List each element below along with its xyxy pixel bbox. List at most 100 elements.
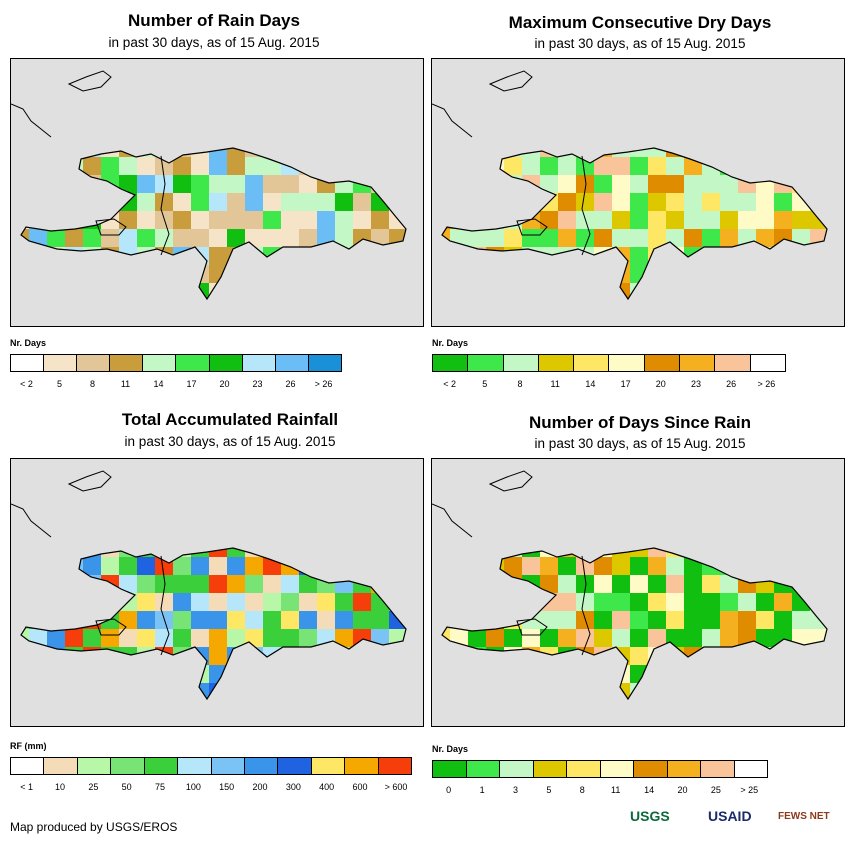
grid-cell <box>317 683 335 699</box>
grid-cell <box>810 247 827 265</box>
grid-cell <box>648 629 666 647</box>
map-subtitle: in past 30 days, as of 15 Aug. 2015 <box>124 434 336 449</box>
grid-cell <box>666 629 684 647</box>
usgs-logo: USGS <box>630 808 670 824</box>
grid-cell <box>353 557 371 575</box>
grid-cell <box>21 548 29 557</box>
grid-cell <box>155 593 173 611</box>
grid-cell <box>335 211 353 229</box>
grid-cell <box>442 148 450 157</box>
grid-cell <box>389 683 406 699</box>
grid-cell <box>738 148 756 157</box>
grid-cell <box>83 683 101 699</box>
grid-cell <box>540 701 558 719</box>
legend-tick-label: 0 <box>446 785 452 795</box>
legend-swatch <box>634 761 668 777</box>
island-outline <box>441 147 828 301</box>
grid-cell <box>756 701 774 719</box>
grid-cell <box>630 611 648 629</box>
gonave-island-outline <box>516 218 548 236</box>
grid-cell <box>540 157 558 175</box>
grid-cell <box>227 665 245 683</box>
grid-cell <box>522 593 540 611</box>
grid-cell <box>209 229 227 247</box>
grid-cell <box>245 593 263 611</box>
grid-cell <box>522 229 540 247</box>
grid-cell <box>299 229 317 247</box>
legend-tick-label: 14 <box>585 379 596 389</box>
grid-cell <box>792 148 810 157</box>
grid-cell <box>630 148 648 157</box>
grid-cell <box>828 229 844 247</box>
grid-cell <box>317 157 335 175</box>
grid-cell <box>684 148 702 157</box>
legend-tick-label: 17 <box>186 379 197 389</box>
grid-cell <box>612 629 630 647</box>
legend-swatch <box>11 355 45 371</box>
legend-tick-label: < 1 <box>20 782 34 792</box>
grid-cell <box>792 557 810 575</box>
grid-cell <box>65 665 83 683</box>
grid-cell <box>407 683 423 701</box>
grid-cell <box>29 265 47 283</box>
grid-cell <box>756 247 774 265</box>
grid-cell <box>227 193 245 211</box>
grid-cell <box>774 611 792 629</box>
grid-cell <box>47 683 65 699</box>
grid-cell <box>486 548 504 557</box>
grid-cell <box>648 157 666 175</box>
grid-cell <box>630 629 648 647</box>
grid-cell <box>756 683 774 699</box>
grid-cell <box>774 701 792 719</box>
legend-ticks: < 2 5 8 11 14 17 20 23 26 > 26 <box>432 379 784 391</box>
grid-cell <box>612 175 630 193</box>
legend-tick-label: 20 <box>677 785 688 795</box>
grid-cell <box>522 265 540 283</box>
grid-cell <box>209 665 227 683</box>
grid-cell <box>191 557 209 575</box>
grid-cell <box>702 301 720 319</box>
grid-cell <box>702 175 720 193</box>
grid-cell <box>774 593 792 611</box>
grid-cell <box>371 265 389 283</box>
grid-cell <box>209 557 227 575</box>
grid-cell <box>522 548 540 557</box>
grid-cell <box>468 265 486 283</box>
legend-tick-label: 23 <box>252 379 263 389</box>
grid-cell <box>450 557 468 575</box>
grid-cell <box>245 557 263 575</box>
legend-swatch <box>308 355 341 371</box>
grid-cell <box>407 139 423 157</box>
grid-cell <box>335 247 353 265</box>
grid-cell <box>173 211 191 229</box>
grid-cell <box>209 611 227 629</box>
grid-cell <box>738 593 756 611</box>
grid-cell <box>407 593 423 611</box>
grid-cell <box>450 647 468 665</box>
grid-cell <box>738 548 756 557</box>
grid-cell <box>353 548 371 557</box>
grid-cell <box>101 193 119 211</box>
legend-tick-label: < 2 <box>20 379 33 389</box>
island-outline <box>441 547 828 701</box>
grid-cell <box>191 548 209 557</box>
grid-cell <box>828 539 844 557</box>
grid-cell <box>101 629 119 647</box>
grid-cell <box>828 301 844 319</box>
legend-swatch <box>278 758 312 774</box>
grid-cell <box>702 548 720 557</box>
grid-cell <box>774 301 792 319</box>
legend-swatch <box>500 761 534 777</box>
grid-cell <box>684 611 702 629</box>
grid-cell <box>191 229 209 247</box>
grid-cell <box>137 283 155 299</box>
grid-cell <box>756 665 774 683</box>
grid-cell <box>522 557 540 575</box>
grid-cell <box>317 265 335 283</box>
grid-cell <box>335 283 353 299</box>
grid-cell <box>65 283 83 299</box>
legend-tick-label: 26 <box>285 379 296 389</box>
grid-cell <box>281 148 299 157</box>
grid-cell <box>594 593 612 611</box>
grid-cell <box>612 593 630 611</box>
